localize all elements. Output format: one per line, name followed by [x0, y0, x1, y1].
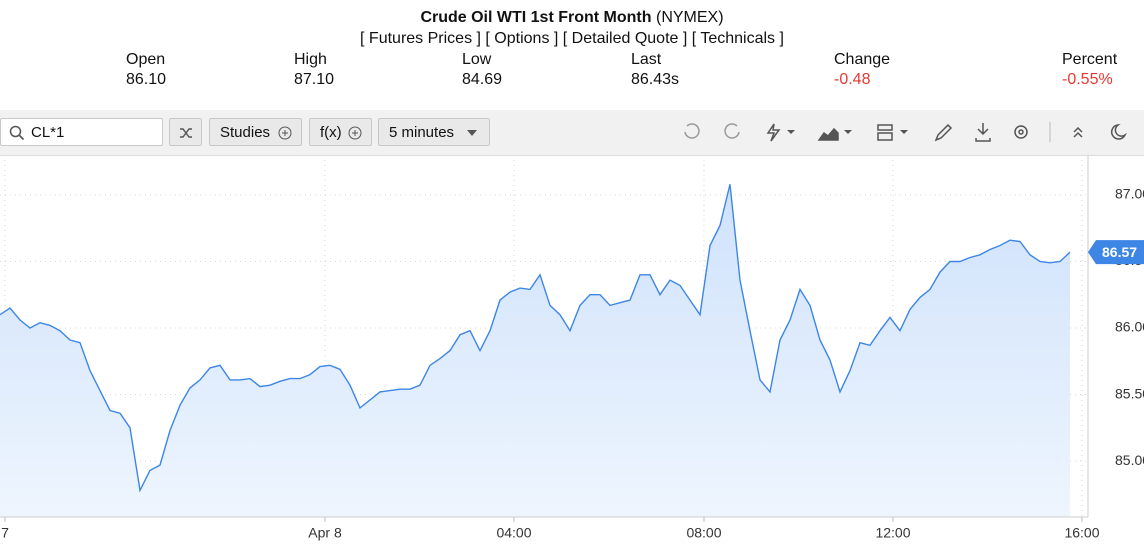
- interval-select[interactable]: 5 minutes: [378, 118, 490, 146]
- last-price-badge: [1088, 240, 1144, 265]
- shuffle-icon: [180, 128, 192, 138]
- quote-link[interactable]: [ Technicals ]: [691, 30, 784, 47]
- layout-icon[interactable]: [877, 124, 893, 141]
- quote-label: Percent: [1062, 51, 1118, 68]
- last-price-label: 86.57: [1102, 244, 1137, 260]
- y-tick-label: 86.00: [1115, 319, 1144, 335]
- download-icon[interactable]: [975, 123, 991, 142]
- quote-field: Low 84.69: [462, 50, 502, 90]
- compare-button[interactable]: [169, 118, 202, 146]
- quote-label: Last: [631, 51, 662, 68]
- undo-icon[interactable]: [684, 123, 700, 139]
- function-label: f(x): [320, 124, 342, 141]
- y-tick-label: 85.00: [1115, 452, 1144, 468]
- quote-field: Percent -0.55%: [1062, 50, 1117, 90]
- quote-value: -0.48: [834, 71, 871, 88]
- x-tick-label: 04:00: [496, 525, 531, 541]
- symbol: CL*1: [31, 124, 65, 141]
- y-tick-label: 85.50: [1115, 385, 1144, 401]
- quote-link[interactable]: [ Futures Prices ]: [360, 30, 481, 47]
- redo-icon[interactable]: [724, 123, 740, 139]
- quote-value: 87.10: [294, 71, 335, 88]
- x-tick-label: 7: [1, 525, 9, 541]
- quote-value: -0.55%: [1062, 71, 1113, 88]
- quote-value: 84.69: [462, 71, 503, 88]
- quote-value: 86.43s: [631, 71, 680, 88]
- y-tick-label: 87.00: [1115, 186, 1144, 202]
- quote-field: Last 86.43s: [631, 50, 679, 90]
- quote-link[interactable]: [ Detailed Quote ]: [562, 30, 688, 47]
- caret: [467, 130, 477, 136]
- chart-type-icon[interactable]: [817, 127, 839, 141]
- studies-label: Studies: [220, 124, 271, 141]
- quote-value: 86.10: [126, 71, 167, 88]
- draw-icon[interactable]: [766, 123, 781, 142]
- price-line: [0, 184, 1071, 493]
- theme-icon[interactable]: [1110, 123, 1127, 140]
- search-icon: [9, 125, 25, 141]
- quote-link[interactable]: [ Options ]: [485, 30, 559, 47]
- quote-label: Open: [126, 51, 166, 68]
- settings-icon[interactable]: [1014, 125, 1028, 139]
- plus-icon: [348, 126, 362, 140]
- x-tick-label: 12:00: [875, 525, 910, 541]
- pencil-icon[interactable]: [934, 123, 953, 142]
- title-text: Crude Oil WTI 1st Front Month: [420, 9, 652, 26]
- x-tick-label: 08:00: [686, 525, 721, 541]
- area: [0, 184, 1070, 518]
- plus-icon: [278, 126, 292, 140]
- exchange: (NYMEX): [655, 9, 724, 26]
- symbol-search[interactable]: CL*1: [0, 118, 163, 146]
- function-button[interactable]: f(x): [309, 118, 372, 146]
- studies-button[interactable]: Studies: [209, 118, 302, 146]
- quote-field: Change -0.48: [834, 50, 890, 90]
- quote-label: Change: [834, 51, 891, 68]
- x-tick-label: 16:00: [1064, 525, 1099, 541]
- quote-label: Low: [462, 51, 492, 68]
- quote-field: High 87.10: [294, 50, 334, 90]
- links: [ Futures Prices ] [ Options ] [ Detaile…: [0, 30, 1144, 48]
- collapse-icon[interactable]: [1073, 126, 1083, 138]
- interval-label: 5 minutes: [389, 124, 455, 141]
- title: Crude Oil WTI 1st Front Month (NYMEX): [0, 9, 1144, 27]
- toolbar: CL*1 Studies f(x) 5 minutes: [0, 110, 1144, 156]
- x-tick-label: Apr 8: [308, 525, 342, 541]
- toolbar-icons: [684, 122, 1127, 142]
- quote-label: High: [294, 51, 327, 68]
- quote-header: Crude Oil WTI 1st Front Month (NYMEX) [ …: [0, 0, 1144, 110]
- quote-field: Open 86.10: [126, 50, 166, 90]
